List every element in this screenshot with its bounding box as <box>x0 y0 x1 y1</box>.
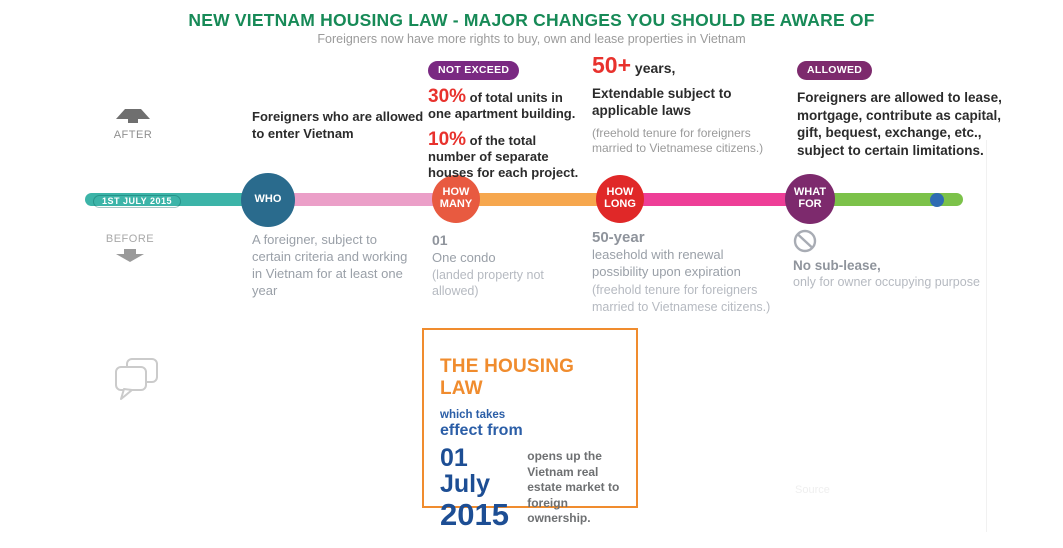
timeline-node-how-long: HOW LONG <box>596 175 644 223</box>
percent-30: 30% <box>428 86 467 107</box>
after-how-long-block: 50+ years, Extendable subject to applica… <box>592 54 787 157</box>
years-suffix: years, <box>631 60 676 76</box>
before-how-long-block: 50-year leasehold with renewal possibili… <box>592 229 797 315</box>
after-who-text: Foreigners who are allowed to enter Viet… <box>252 109 424 141</box>
timeline-date-label: 1ST JULY 2015 <box>93 194 182 208</box>
after-label: AFTER <box>113 129 153 141</box>
before-how-many-line: One condo <box>432 250 496 265</box>
allowed-badge: ALLOWED <box>797 61 873 80</box>
after-what-for-block: ALLOWED Foreigners are allowed to lease,… <box>797 60 1019 159</box>
callout-line2: effect from <box>440 422 523 439</box>
before-label-block: BEFORE <box>100 233 160 268</box>
before-how-many-block: 01 One condo (landed property not allowe… <box>432 232 562 300</box>
right-divider-line <box>986 140 987 532</box>
no-sublease-note: only for owner occupying purpose <box>793 275 980 289</box>
timeline-segment-green <box>810 193 963 206</box>
after-label-block: AFTER <box>103 106 163 141</box>
before-how-many-title: 01 <box>432 232 448 248</box>
fifty-plus-years: 50+ years, <box>592 54 787 77</box>
chat-bubbles-icon <box>115 358 158 400</box>
timeline-segment-magenta <box>620 193 810 206</box>
before-how-long-line: leasehold with renewal possibility upon … <box>592 247 741 279</box>
callout-date-year: 2015 <box>440 496 509 532</box>
source-watermark: Source <box>795 484 830 496</box>
not-exceed-badge: NOT EXCEED <box>428 61 520 80</box>
timeline-end-dot <box>930 193 944 207</box>
page-title: NEW VIETNAM HOUSING LAW - MAJOR CHANGES … <box>188 10 875 30</box>
percent-30-text: of total units in one apartment building… <box>428 90 576 122</box>
percent-10-text: of the total number of separate houses f… <box>428 132 579 181</box>
after-how-many-item: 10% of the total number of separate hous… <box>428 130 580 182</box>
after-up-arrow-icon <box>116 109 150 123</box>
after-how-many-item: 30% of total units in one apartment buil… <box>428 87 580 123</box>
callout-description: opens up the Vietnam real estate market … <box>527 449 620 526</box>
before-how-long-title: 50-year <box>592 229 645 246</box>
timeline-node-how-many: HOW MANY <box>432 175 480 223</box>
timeline-bar <box>85 193 963 206</box>
timeline-node-who: WHO <box>241 173 295 227</box>
timeline-segment-orange <box>455 193 620 206</box>
page-subtitle: Foreigners now have more rights to buy, … <box>317 32 746 46</box>
callout-title: THE HOUSING LAW <box>440 356 575 399</box>
before-how-many-note: (landed property not allowed) <box>432 268 544 299</box>
callout-date-day: 01 July <box>440 444 491 499</box>
freehold-note-after: (freehold tenure for foreigners married … <box>592 125 764 156</box>
extendable-text: Extendable subject to applicable laws <box>592 86 732 118</box>
callout-line1: which takes <box>440 409 506 421</box>
freehold-note-before: (freehold tenure for foreigners married … <box>592 283 771 314</box>
before-what-for-block: No sub-lease, only for owner occupying p… <box>793 229 1008 289</box>
before-label: BEFORE <box>105 233 155 245</box>
allowed-text: Foreigners are allowed to lease, mortgag… <box>797 90 1002 158</box>
timeline-segment-pink <box>270 193 455 206</box>
callout-date: 01 July 2015 <box>440 445 521 532</box>
before-down-arrow-icon <box>116 249 144 262</box>
no-sublease-title: No sub-lease, <box>793 258 881 273</box>
callout-date-row: 01 July 2015 opens up the Vietnam real e… <box>440 445 622 532</box>
after-how-many-block: NOT EXCEED 30% of total units in one apa… <box>428 60 580 181</box>
percent-10: 10% <box>428 128 467 150</box>
no-sublease-icon <box>793 229 817 253</box>
fifty-plus: 50+ <box>592 52 632 78</box>
timeline-node-what-for: WHAT FOR <box>785 174 835 224</box>
before-who-text: A foreigner, subject to certain criteria… <box>252 232 408 299</box>
housing-law-callout: THE HOUSING LAW which takes effect from … <box>422 328 638 531</box>
